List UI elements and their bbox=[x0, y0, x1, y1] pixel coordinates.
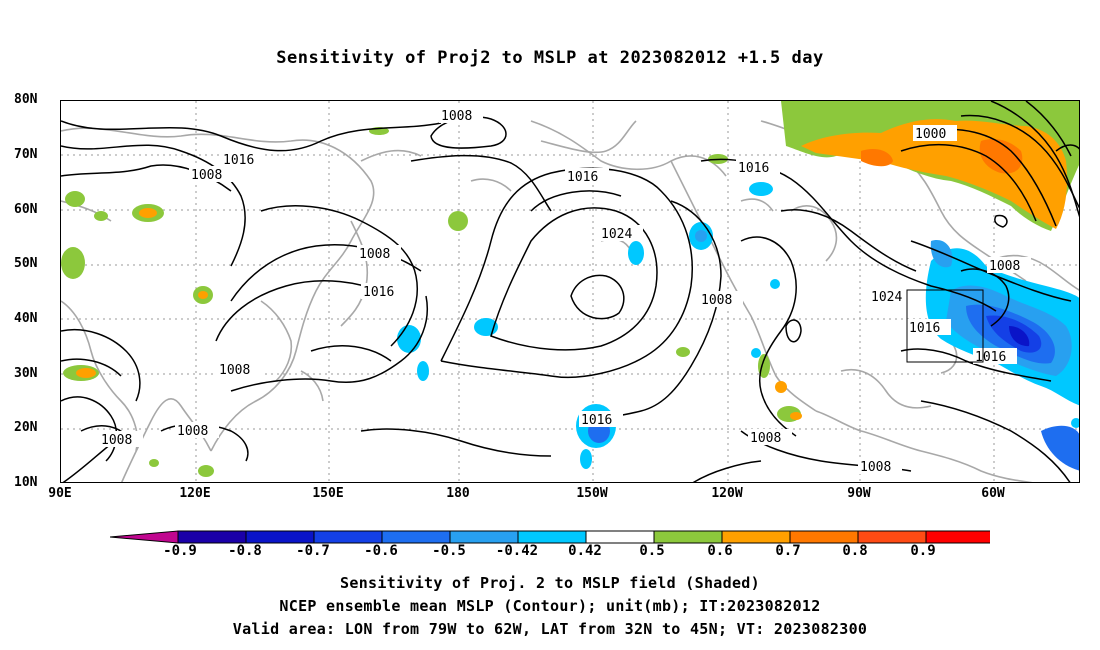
colorbar-arrow-low bbox=[110, 530, 179, 544]
contour-label: 1008 bbox=[701, 293, 732, 308]
contour-label: 1016 bbox=[363, 285, 394, 300]
colorbar-label: -0.9 bbox=[163, 543, 197, 559]
coastlines bbox=[61, 120, 1079, 482]
contour-label: 1008 bbox=[441, 109, 472, 124]
colorbar-segment bbox=[857, 530, 927, 544]
lon-label: 120E bbox=[179, 486, 211, 501]
colorbar-segment bbox=[313, 530, 383, 544]
lat-label: 20N bbox=[14, 420, 38, 435]
contour-label: 1008 bbox=[219, 363, 250, 378]
lat-label: 60N bbox=[14, 202, 38, 217]
lat-label: 70N bbox=[14, 147, 38, 162]
colorbar-segment bbox=[381, 530, 451, 544]
map-title: Sensitivity of Proj2 to MSLP at 20230820… bbox=[276, 48, 824, 68]
lon-label: 60W bbox=[981, 486, 1005, 501]
contour-label: 1008 bbox=[177, 424, 208, 439]
contour-label: 1000 bbox=[915, 127, 946, 142]
colorbar-label: 0.7 bbox=[775, 543, 801, 559]
contour-labels: 1008 1016 1008 1016 1024 1016 1008 1016 … bbox=[99, 107, 1031, 475]
colorbar-label: 0.9 bbox=[910, 543, 936, 559]
lat-label: 80N bbox=[14, 92, 38, 107]
colorbar-segment bbox=[449, 530, 519, 544]
contour-label: 1008 bbox=[191, 168, 222, 183]
lat-label: 10N bbox=[14, 475, 38, 490]
contour-label: 1008 bbox=[101, 433, 132, 448]
contour-label: 1016 bbox=[738, 161, 769, 176]
colorbar-segment bbox=[925, 530, 990, 544]
caption-valid-area: Valid area: LON from 79W to 62W, LAT fro… bbox=[232, 620, 868, 638]
contour-label: 1024 bbox=[601, 227, 632, 242]
positive-sensitivity-shading bbox=[61, 101, 1079, 477]
colorbar-label: 0.42 bbox=[568, 543, 602, 559]
colorbar-segment bbox=[177, 530, 247, 544]
contour-label: 1008 bbox=[860, 460, 891, 475]
contour-label: 1008 bbox=[359, 247, 390, 262]
caption-contour: NCEP ensemble mean MSLP (Contour); unit(… bbox=[279, 597, 821, 615]
lat-label: 50N bbox=[14, 256, 38, 271]
negative-sensitivity-shading bbox=[397, 182, 1079, 471]
map-canvas: 1008 1016 1008 1016 1024 1016 1008 1016 … bbox=[61, 101, 1079, 482]
colorbar-segment bbox=[585, 530, 655, 544]
colorbar-label: -0.42 bbox=[495, 543, 539, 559]
contour-label: 1024 bbox=[871, 290, 902, 305]
colorbar-segment bbox=[721, 530, 791, 544]
lat-label: 40N bbox=[14, 311, 38, 326]
caption-shaded: Sensitivity of Proj. 2 to MSLP field (Sh… bbox=[340, 574, 760, 592]
colorbar-segment bbox=[789, 530, 859, 544]
colorbar-label: -0.8 bbox=[228, 543, 262, 559]
lon-label: 120W bbox=[711, 486, 743, 501]
valid-area-box bbox=[906, 289, 984, 363]
colorbar-label: 0.5 bbox=[639, 543, 665, 559]
colorbar-label: -0.5 bbox=[432, 543, 466, 559]
contour-label: 1016 bbox=[909, 321, 940, 336]
contour-label: 1016 bbox=[581, 413, 612, 428]
contour-label: 1016 bbox=[223, 153, 254, 168]
colorbar bbox=[110, 530, 990, 544]
contour-label: 1008 bbox=[750, 431, 781, 446]
contour-label: 1008 bbox=[989, 259, 1020, 274]
colorbar-segment bbox=[245, 530, 315, 544]
lon-label: 150W bbox=[576, 486, 608, 501]
contour-label: 1016 bbox=[567, 170, 598, 185]
lon-label: 180 bbox=[446, 486, 470, 501]
lon-label: 150E bbox=[312, 486, 344, 501]
lon-label: 90W bbox=[847, 486, 871, 501]
colorbar-label: 0.6 bbox=[707, 543, 733, 559]
lon-label: 90E bbox=[48, 486, 72, 501]
mslp-contours bbox=[61, 101, 1079, 482]
colorbar-label: -0.6 bbox=[364, 543, 398, 559]
map-panel: 1008 1016 1008 1016 1024 1016 1008 1016 … bbox=[60, 100, 1080, 483]
colorbar-label: -0.7 bbox=[296, 543, 330, 559]
lat-label: 30N bbox=[14, 366, 38, 381]
contour-label: 1016 bbox=[975, 350, 1006, 365]
colorbar-segment bbox=[517, 530, 587, 544]
colorbar-label: 0.8 bbox=[842, 543, 868, 559]
colorbar-segment bbox=[653, 530, 723, 544]
